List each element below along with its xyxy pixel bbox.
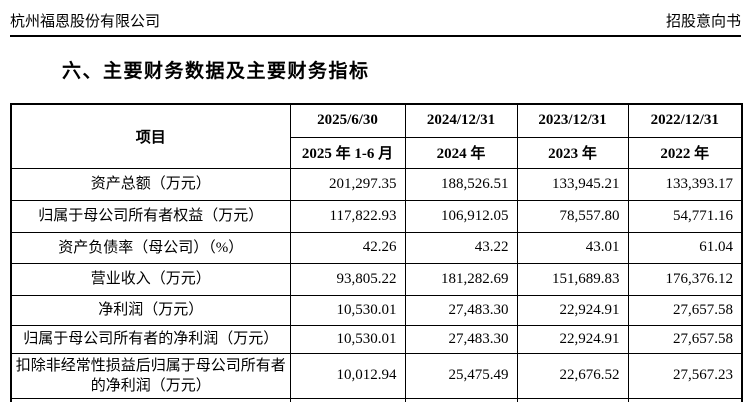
row-value: 176,376.12 bbox=[627, 262, 743, 296]
row-value: 181,282.69 bbox=[404, 262, 518, 296]
row-value: 117,822.93 bbox=[289, 199, 406, 233]
row-value bbox=[404, 397, 518, 402]
row-value: 93,805.22 bbox=[289, 262, 406, 296]
column-header-period: 2022 年 bbox=[627, 136, 743, 169]
column-header-period: 2025 年 1-6 月 bbox=[289, 136, 406, 169]
row-value: 151,689.83 bbox=[516, 262, 629, 296]
row-value: 27,657.58 bbox=[627, 294, 743, 326]
item-column-header: 项目 bbox=[10, 103, 291, 169]
document-header: 杭州福恩股份有限公司 招股意向书 bbox=[10, 10, 741, 37]
column-header-date: 2025/6/30 bbox=[289, 103, 406, 138]
row-value bbox=[627, 397, 743, 402]
row-label: 经营活动产生的现金流量净额（万元） bbox=[10, 397, 291, 402]
row-label: 归属于母公司所有者权益（万元） bbox=[10, 199, 291, 233]
header-row-dates: 项目 2025/6/30 2024/12/31 2023/12/31 2022/… bbox=[10, 103, 743, 169]
column-header-date: 2022/12/31 bbox=[627, 103, 743, 138]
table-row: 归属于母公司所有者的净利润（万元） 10,530.01 27,483.30 22… bbox=[10, 324, 743, 354]
row-value: 61.04 bbox=[627, 231, 743, 264]
row-value: 10,012.94 bbox=[289, 352, 406, 399]
table-row: 资产总额（万元） 201,297.35 188,526.51 133,945.2… bbox=[10, 167, 743, 201]
row-value: 133,393.17 bbox=[627, 167, 743, 201]
table-row: 营业收入（万元） 93,805.22 181,282.69 151,689.83… bbox=[10, 262, 743, 296]
table-row: 资产负债率（母公司）（%） 42.26 43.22 43.01 61.04 bbox=[10, 231, 743, 264]
row-value: 10,530.01 bbox=[289, 294, 406, 326]
financial-table: 项目 2025/6/30 2024/12/31 2023/12/31 2022/… bbox=[10, 103, 743, 402]
section-title: 六、主要财务数据及主要财务指标 bbox=[62, 61, 370, 82]
row-value: 133,945.21 bbox=[516, 167, 629, 201]
row-value: 25,475.49 bbox=[404, 352, 518, 399]
row-value: 78,557.80 bbox=[516, 199, 629, 233]
column-header-date: 2024/12/31 bbox=[404, 103, 518, 138]
doc-type-label: 招股意向书 bbox=[665, 14, 741, 30]
table-row: 扣除非经常性损益后归属于母公司所有者的净利润（万元） 10,012.94 25,… bbox=[10, 352, 743, 399]
row-value: 27,483.30 bbox=[404, 294, 518, 326]
table-row: 净利润（万元） 10,530.01 27,483.30 22,924.91 27… bbox=[10, 294, 743, 326]
row-value: 43.22 bbox=[404, 231, 518, 264]
row-value: 22,676.52 bbox=[516, 352, 629, 399]
row-value: 201,297.35 bbox=[289, 167, 406, 201]
column-header-period: 2024 年 bbox=[404, 136, 518, 169]
column-header-date: 2023/12/31 bbox=[516, 103, 629, 138]
row-label: 扣除非经常性损益后归属于母公司所有者的净利润（万元） bbox=[10, 352, 291, 399]
row-value: 106,912.05 bbox=[404, 199, 518, 233]
row-value: 22,924.91 bbox=[516, 294, 629, 326]
row-value: 27,567.23 bbox=[627, 352, 743, 399]
row-label: 归属于母公司所有者的净利润（万元） bbox=[10, 324, 291, 354]
row-label: 净利润（万元） bbox=[10, 294, 291, 326]
row-value: 188,526.51 bbox=[404, 167, 518, 201]
row-value bbox=[516, 397, 629, 402]
row-label: 资产负债率（母公司）（%） bbox=[10, 231, 291, 264]
row-label: 营业收入（万元） bbox=[10, 262, 291, 296]
row-label: 资产总额（万元） bbox=[10, 167, 291, 201]
row-value: 27,657.58 bbox=[627, 324, 743, 354]
table-row: 归属于母公司所有者权益（万元） 117,822.93 106,912.05 78… bbox=[10, 199, 743, 233]
row-value bbox=[289, 397, 406, 402]
company-name: 杭州福恩股份有限公司 bbox=[10, 14, 161, 30]
row-value: 27,483.30 bbox=[404, 324, 518, 354]
row-value: 54,771.16 bbox=[627, 199, 743, 233]
table-row-clipped: 经营活动产生的现金流量净额（万元） bbox=[10, 397, 743, 402]
row-value: 10,530.01 bbox=[289, 324, 406, 354]
column-header-period: 2023 年 bbox=[516, 136, 629, 169]
row-value: 22,924.91 bbox=[516, 324, 629, 354]
row-value: 43.01 bbox=[516, 231, 629, 264]
row-value: 42.26 bbox=[289, 231, 406, 264]
header-row-periods: 2025 年 1-6 月 2024 年 2023 年 2022 年 bbox=[11, 136, 743, 169]
